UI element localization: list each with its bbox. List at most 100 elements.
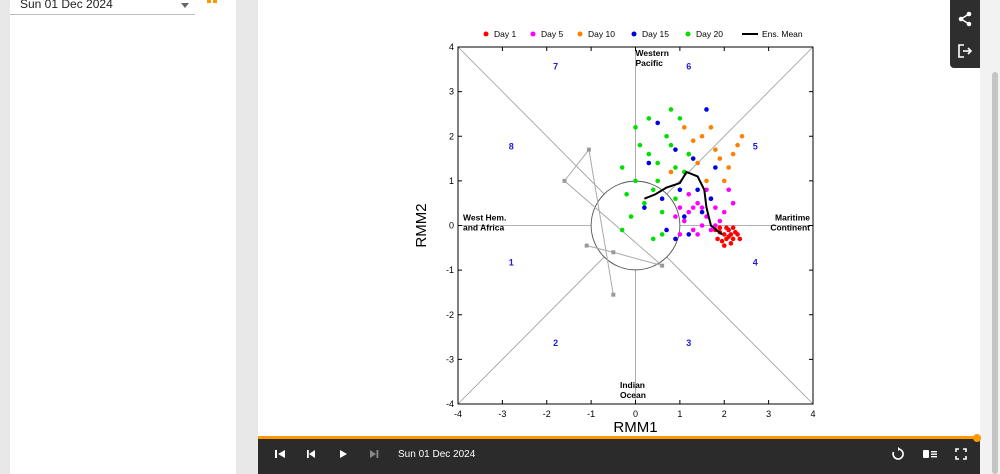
date-select[interactable]: Sun 01 Dec 2024 <box>10 0 195 15</box>
ensemble-point <box>619 227 625 233</box>
phase-label: 8 <box>509 142 514 152</box>
region-label-left: West Hem. <box>463 213 506 223</box>
observed-point <box>586 147 591 152</box>
ensemble-point <box>673 196 678 202</box>
share-icon[interactable] <box>956 10 974 28</box>
ensemble-point <box>699 209 705 215</box>
ensemble-point <box>708 196 714 202</box>
step-back-icon[interactable] <box>303 447 319 463</box>
chevron-down-icon <box>181 3 189 8</box>
ensemble-point <box>690 156 696 161</box>
ensemble-point <box>717 156 723 161</box>
x-tick-label: 1 <box>677 409 682 419</box>
diagonal-line <box>666 256 814 405</box>
ensemble-point <box>726 165 731 170</box>
ensemble-point <box>619 165 625 170</box>
ensemble-point <box>719 238 725 244</box>
x-tick-label: -1 <box>587 409 595 419</box>
axis-ticks: -4 -3 -2 -1 0 1 2 3 4 4 3 2 1 0 -1 -2 -3 -4 <box>446 42 816 419</box>
legend-label: Ens. Mean <box>762 29 803 39</box>
main-panel <box>258 0 980 474</box>
ensemble-point <box>673 165 678 170</box>
timeline-handle[interactable] <box>973 434 981 442</box>
ensemble-point <box>704 107 709 112</box>
ensemble-point <box>668 142 674 148</box>
ensemble-point <box>642 200 647 206</box>
ensemble-point <box>646 116 652 121</box>
legend-label: Day 10 <box>588 29 615 39</box>
legend: Day 1 Day 5 Day 10 Day 15 Day 20 Ens. Mean <box>483 29 803 39</box>
skip-end-icon[interactable] <box>366 447 382 463</box>
legend-swatch <box>530 31 536 37</box>
phase-label: 7 <box>553 61 558 71</box>
speed-icon[interactable] <box>922 447 938 463</box>
ensemble-point <box>677 116 683 121</box>
ensemble-point <box>730 151 736 157</box>
timeline-bar <box>258 436 980 474</box>
ensemble-point <box>682 214 687 219</box>
y-tick-label: -4 <box>446 399 454 409</box>
legend-swatch <box>631 31 637 37</box>
ensemble-point <box>682 218 687 224</box>
observed-point <box>611 250 616 255</box>
legend-label: Day 1 <box>494 29 516 39</box>
ensemble-point <box>686 151 692 157</box>
y-axis-label: RMM2 <box>413 203 430 247</box>
x-tick-label: -3 <box>498 409 506 419</box>
region-label-top: Pacific <box>636 58 664 68</box>
legend-label: Day 15 <box>642 29 669 39</box>
ensemble-point <box>699 205 705 210</box>
ensemble-point <box>721 209 727 215</box>
ensemble-point <box>642 205 647 210</box>
skip-first-icon[interactable] <box>272 447 288 463</box>
ensemble-point <box>690 205 696 210</box>
ensemble-point <box>659 196 665 202</box>
grid-icon[interactable] <box>207 0 217 6</box>
region-label-top: Western <box>636 48 669 58</box>
x-tick-label: 2 <box>722 409 727 419</box>
phase-label: 3 <box>686 338 691 348</box>
legend-swatch <box>685 31 691 37</box>
ensemble-point <box>673 147 678 152</box>
phase-label: 4 <box>753 258 758 268</box>
logout-icon[interactable] <box>956 42 974 60</box>
y-tick-label: 0 <box>449 221 454 231</box>
side-actions <box>950 0 980 68</box>
ensemble-point <box>699 133 705 139</box>
loop-icon[interactable] <box>890 447 906 463</box>
ensemble-point <box>728 232 734 237</box>
ensemble-point <box>637 142 643 148</box>
legend-swatch <box>483 31 489 37</box>
ensemble-point <box>633 125 638 130</box>
ensemble-point <box>646 151 652 157</box>
x-axis-label: RMM1 <box>613 419 657 436</box>
ensemble-point <box>726 187 731 193</box>
ensemble-point <box>699 223 705 228</box>
ensemble-point <box>686 232 692 237</box>
ensemble-point <box>695 187 700 193</box>
ensemble-point <box>721 178 727 184</box>
x-tick-label: 0 <box>633 409 638 419</box>
scrollbar[interactable] <box>992 72 998 474</box>
legend-swatch <box>577 31 583 37</box>
ensemble-point <box>668 107 674 112</box>
y-tick-label: -2 <box>446 310 454 320</box>
y-tick-label: -3 <box>446 354 454 364</box>
timeline-progress[interactable] <box>258 436 978 439</box>
play-icon[interactable] <box>335 447 351 463</box>
ensemble-point <box>715 236 720 242</box>
ensemble-point <box>628 214 634 219</box>
observed-point <box>562 178 567 183</box>
observed-point <box>611 292 616 297</box>
fullscreen-icon[interactable] <box>953 447 969 463</box>
ensemble-point <box>646 160 652 166</box>
diagonal-line <box>666 46 814 195</box>
ensemble-point <box>728 241 734 246</box>
ensemble-point <box>713 147 718 152</box>
ensemble-point <box>724 236 729 242</box>
unit-circle <box>590 180 681 271</box>
ensemble-mean-line <box>644 170 723 236</box>
x-tick-label: 3 <box>766 409 771 419</box>
y-tick-label: -1 <box>446 265 454 275</box>
ensemble-point <box>708 125 714 130</box>
